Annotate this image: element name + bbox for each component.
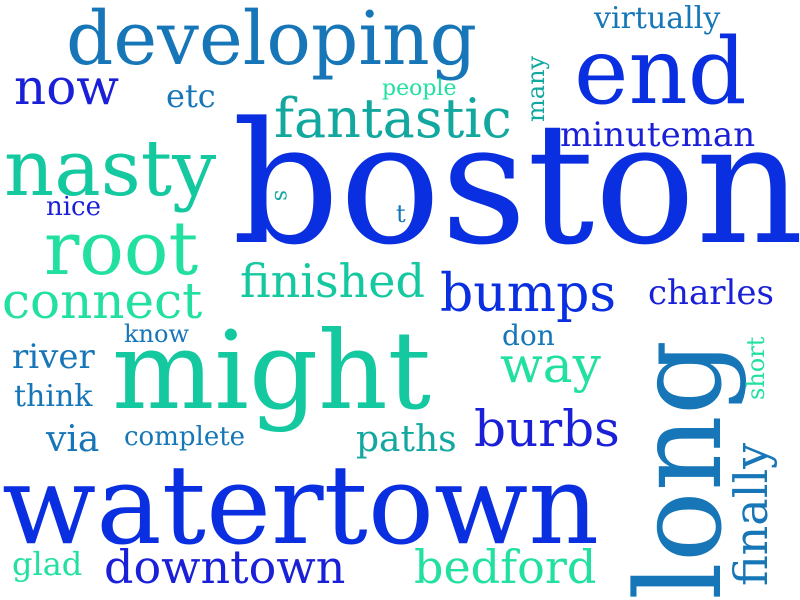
word-t: t: [396, 200, 406, 228]
word-connect: connect: [2, 272, 203, 330]
word-charles: charles: [648, 273, 774, 313]
word-nasty: nasty: [4, 124, 217, 214]
word-developing: developing: [66, 0, 478, 82]
word-bumps: bumps: [440, 264, 617, 324]
word-think: think: [14, 379, 93, 414]
word-know: know: [124, 320, 189, 348]
word-root: root: [44, 206, 199, 292]
word-etc: etc: [166, 77, 216, 115]
word-short: short: [742, 336, 770, 400]
word-don: don: [502, 319, 555, 352]
word-downtown: downtown: [104, 540, 346, 594]
word-long: long: [610, 339, 748, 600]
word-many: many: [522, 55, 550, 122]
word-complete: complete: [124, 422, 246, 452]
word-boston: boston: [232, 86, 800, 282]
word-way: way: [500, 336, 601, 394]
word-might: might: [112, 309, 432, 434]
word-fantastic: fantastic: [274, 87, 512, 150]
word-via: via: [46, 419, 100, 460]
word-nice: nice: [46, 192, 102, 222]
word-people: people: [382, 76, 457, 101]
word-finally: finally: [724, 442, 778, 586]
word-paths: paths: [356, 419, 457, 460]
word-watertown: watertown: [2, 441, 600, 569]
word-virtually: virtually: [594, 1, 721, 36]
word-burbs: burbs: [474, 400, 620, 458]
word-finished: finished: [240, 254, 425, 308]
word-s: s: [269, 190, 294, 202]
word-minuteman: minuteman: [560, 115, 756, 155]
word-glad: glad: [12, 545, 83, 583]
word-river: river: [12, 337, 95, 377]
word-bedford: bedford: [414, 540, 597, 594]
word-end: end: [574, 18, 747, 125]
word-now: now: [14, 58, 120, 116]
